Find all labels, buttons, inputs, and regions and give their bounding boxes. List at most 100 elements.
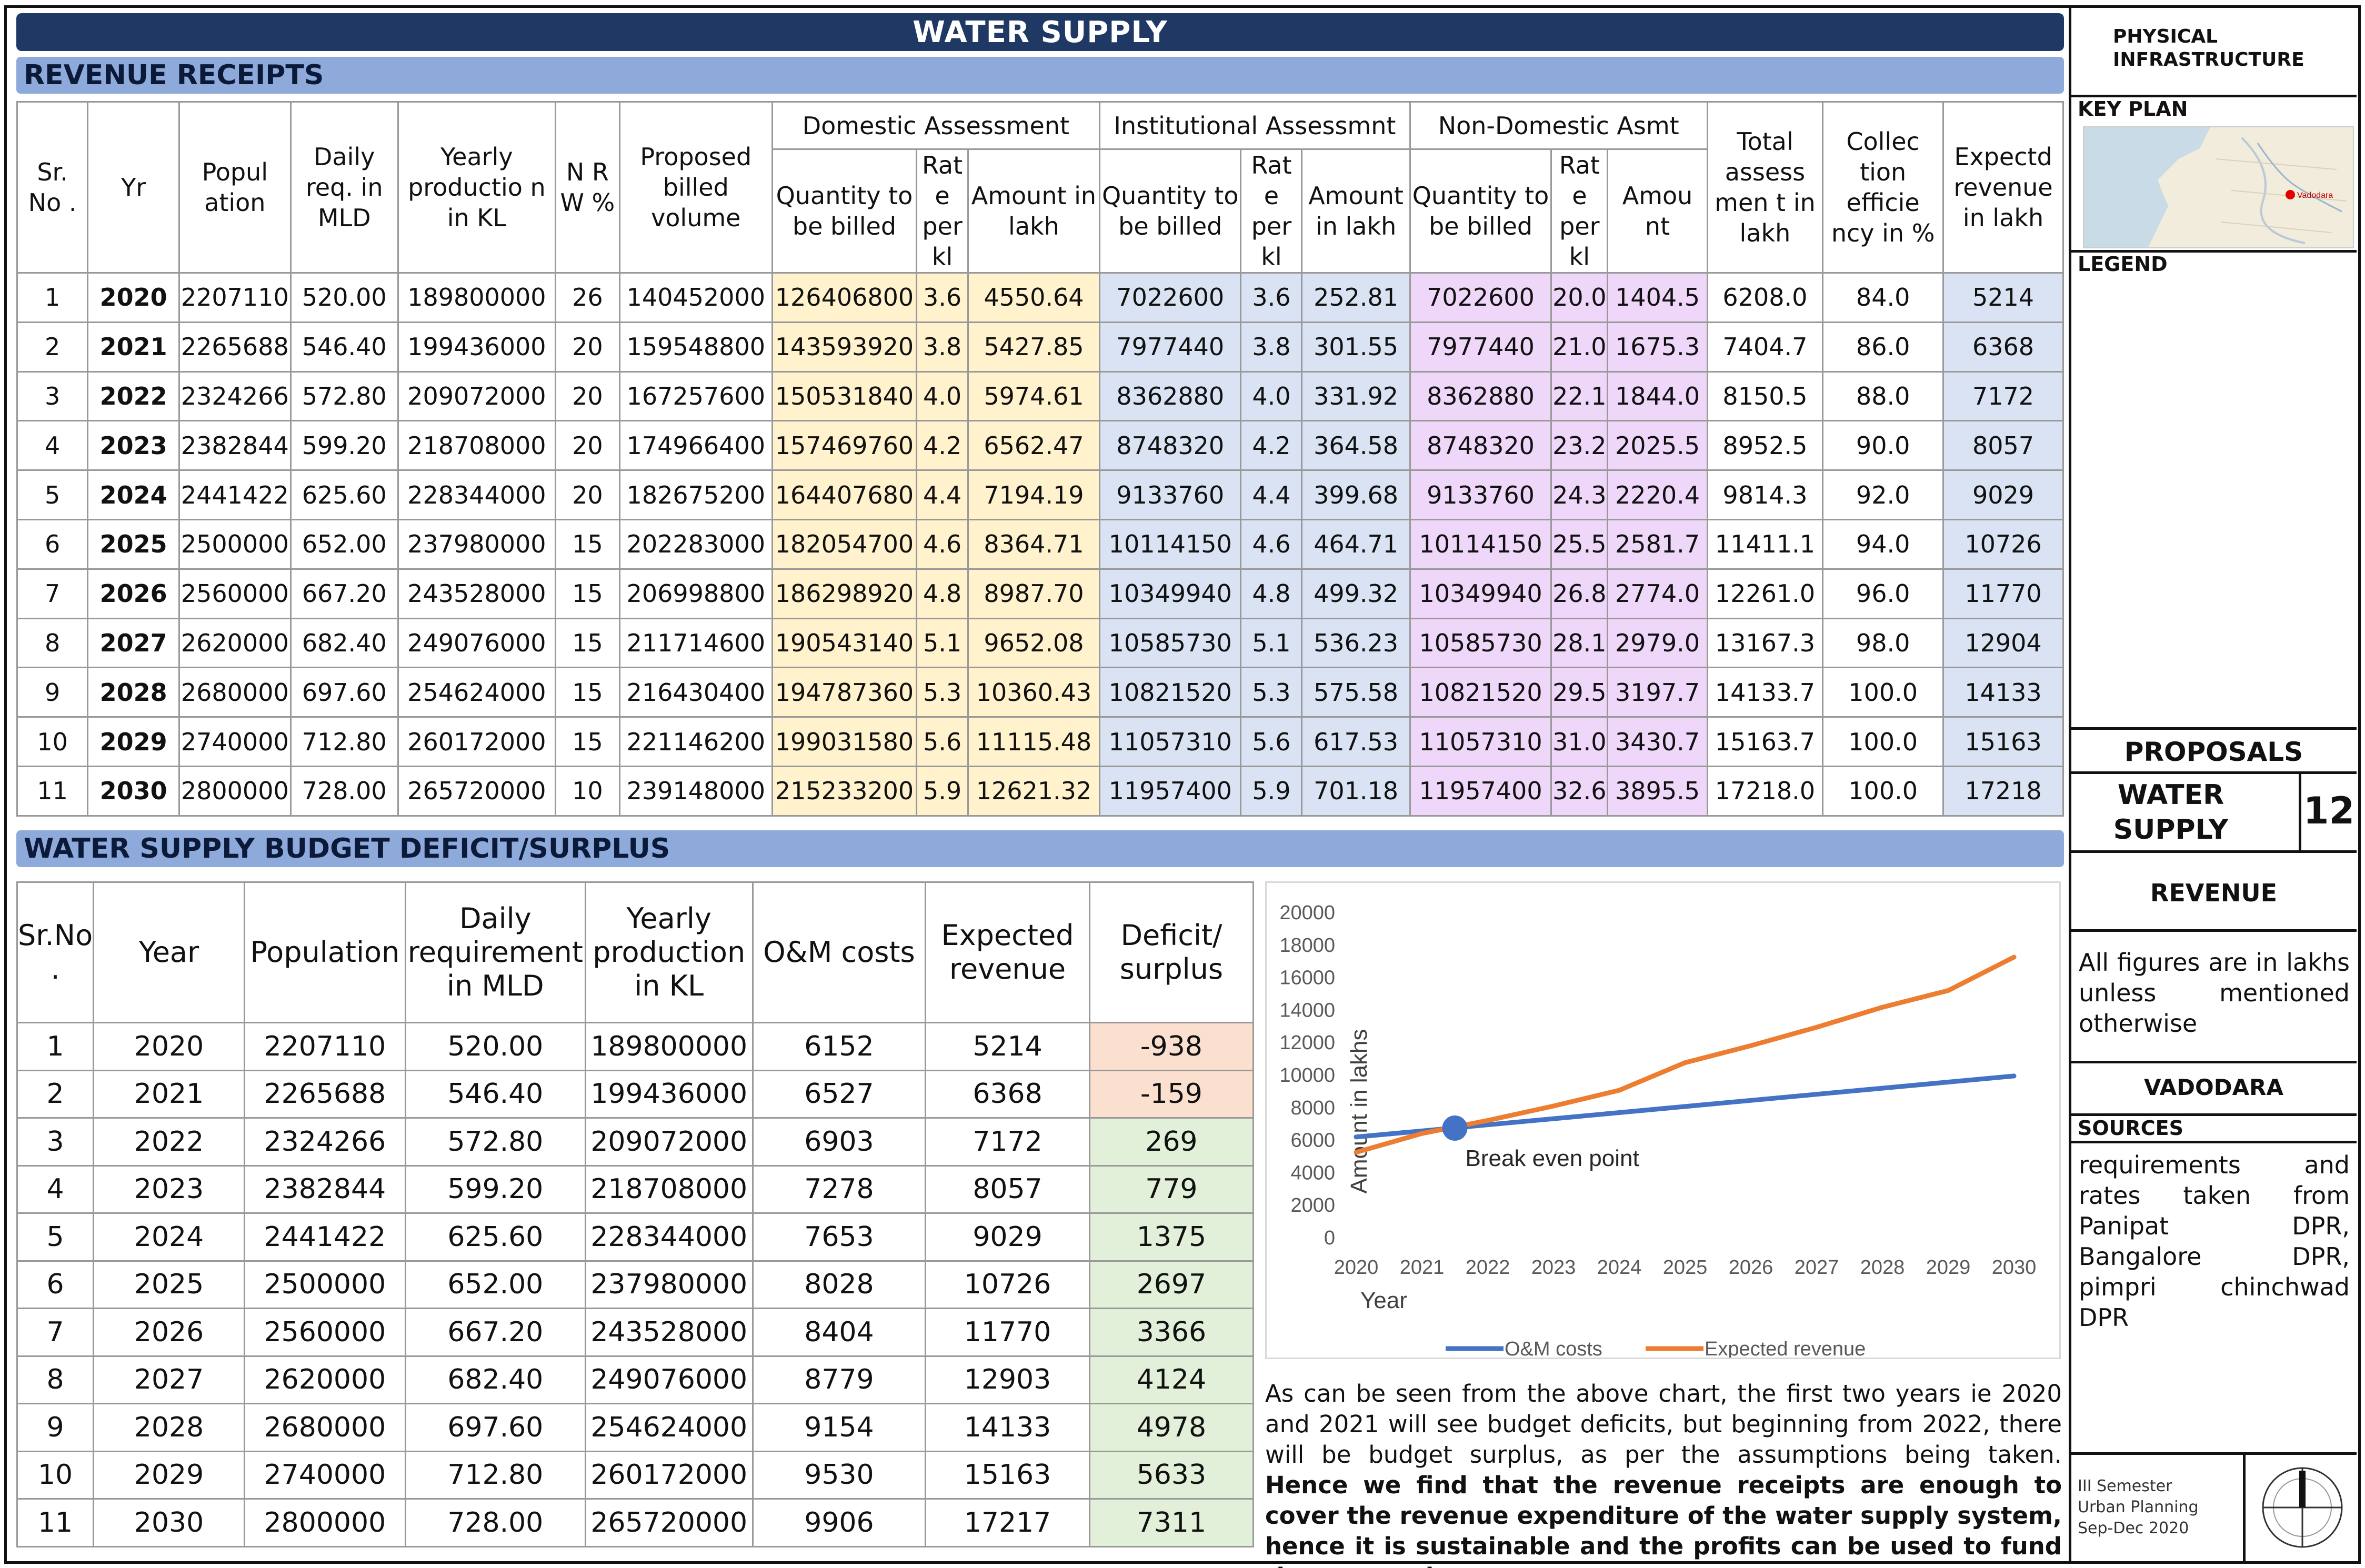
table-row: 4 2023 2382844 599.20 218708000 20 174966400 15…: [16, 420, 2064, 471]
table-cell: 15: [554, 568, 620, 619]
table-cell: 20: [554, 469, 620, 520]
table-cell: 3.6: [1240, 272, 1303, 323]
table-cell: 2800000: [178, 765, 292, 817]
table-cell: 2023: [93, 1164, 245, 1214]
table-cell: 10349940: [1099, 568, 1242, 619]
table-cell: 6368: [1942, 321, 2064, 373]
table-cell: 5.1: [1240, 617, 1303, 669]
table-cell: 10585730: [1409, 617, 1552, 669]
table-cell: 1675.3: [1607, 321, 1708, 373]
table-cell: 1: [16, 272, 89, 323]
table-cell: 265720000: [584, 1498, 754, 1547]
table-cell: 2024: [93, 1212, 245, 1262]
table-cell: 6527: [751, 1069, 927, 1119]
budget-table: Sr.No . Year Population Daily requiremen…: [16, 881, 1255, 1547]
map-image: Vadodara: [2084, 127, 2353, 247]
table-cell: 228344000: [397, 469, 556, 520]
col-dom-rate: Rat e per kl: [916, 148, 969, 274]
drawing-sheet: [4, 5, 2361, 1564]
table-cell: 2680000: [243, 1403, 406, 1452]
table-cell: 12621.32: [967, 765, 1101, 817]
table-cell: 301.55: [1301, 321, 1411, 373]
col-nrw: N R W %: [554, 101, 620, 274]
table-cell: 2020: [93, 1022, 245, 1071]
table-cell: 4124: [1088, 1355, 1255, 1404]
table-cell: 2027: [87, 617, 181, 669]
divider: [2243, 1452, 2246, 1564]
table-cell: 2441422: [178, 469, 292, 520]
table-row: 6 2025 2500000 652.00 237980000 8028 10726 2697: [16, 1260, 1255, 1309]
table-cell: 6903: [751, 1117, 927, 1167]
col-nd-rate: Rat e per kl: [1550, 148, 1609, 274]
x-tick-label: 2024: [1597, 1257, 1642, 1279]
city-label: VADODARA: [2144, 1074, 2283, 1100]
table-cell: 2441422: [243, 1212, 406, 1262]
table-cell: 2324266: [178, 370, 292, 422]
table-cell: 12903: [925, 1355, 1090, 1404]
table-cell: 8364.71: [967, 518, 1101, 570]
table-cell: 20: [554, 370, 620, 422]
table-cell: 364.58: [1301, 420, 1411, 471]
table-cell: 779: [1088, 1164, 1255, 1214]
divider: [2071, 250, 2357, 253]
table-cell: 9906: [751, 1498, 927, 1547]
table-cell: 7: [16, 568, 89, 619]
table-cell: 218708000: [397, 420, 556, 471]
table-cell: 254624000: [397, 667, 556, 718]
table-cell: 625.60: [404, 1212, 586, 1262]
y-tick-label: 16000: [1279, 967, 1335, 989]
table-row: 11 2030 2800000 728.00 265720000 10 239148000 2…: [16, 765, 2064, 817]
table-cell: 86.0: [1822, 321, 1945, 373]
table-cell: 546.40: [289, 321, 399, 373]
table-cell: 202283000: [618, 518, 773, 570]
table-cell: 2620000: [178, 617, 292, 669]
table-cell: 2740000: [178, 716, 292, 767]
table-cell: 4.4: [916, 469, 969, 520]
table-cell: 2023: [87, 420, 181, 471]
table-cell: 10: [554, 765, 620, 817]
table-cell: 2024: [87, 469, 181, 520]
table-cell: 209072000: [397, 370, 556, 422]
table-cell: 2620000: [243, 1355, 406, 1404]
table-cell: 8057: [925, 1164, 1090, 1214]
table-cell: 7653: [751, 1212, 927, 1262]
table-cell: 3895.5: [1607, 765, 1708, 817]
table-cell: 1: [16, 1022, 95, 1071]
table-cell: 3: [16, 370, 89, 422]
course-text: Urban Planning: [2078, 1498, 2199, 1516]
table-cell: 399.68: [1301, 469, 1411, 520]
table-cell: 572.80: [404, 1117, 586, 1167]
table-cell: 7022600: [1099, 272, 1242, 323]
x-tick-label: 2029: [1926, 1257, 1971, 1279]
table-cell: 90.0: [1822, 420, 1945, 471]
table-cell: 164407680: [771, 469, 918, 520]
table-cell: 126406800: [771, 272, 918, 323]
table-cell: 12904: [1942, 617, 2064, 669]
table-cell: 206998800: [618, 568, 773, 619]
table-cell: 9530: [751, 1450, 927, 1500]
divider: [2071, 1141, 2357, 1143]
table-cell: 2030: [87, 765, 181, 817]
table-cell: 22.1: [1550, 370, 1609, 422]
table-cell: 2021: [87, 321, 181, 373]
table-cell: 209072000: [584, 1117, 754, 1167]
col-deficit-surplus: Deficit/ surplus: [1088, 881, 1255, 1023]
table-cell: 8952.5: [1706, 420, 1824, 471]
table-cell: 189800000: [397, 272, 556, 323]
table-cell: 17218: [1942, 765, 2064, 817]
legend-label: LEGEND: [2078, 253, 2168, 276]
table-cell: 28.1: [1550, 617, 1609, 669]
table-cell: 98.0: [1822, 617, 1945, 669]
table-cell: 4550.64: [967, 272, 1101, 323]
table-cell: 5427.85: [967, 321, 1101, 373]
table-cell: 2382844: [178, 420, 292, 471]
y-tick-label: 12000: [1279, 1032, 1335, 1054]
chart-canvas: 0 2000 4000 6000 8000 10000 12000 14000 16000 180…: [1279, 902, 2036, 1360]
table-cell: 228344000: [584, 1212, 754, 1262]
table-cell: 520.00: [289, 272, 399, 323]
table-cell: 100.0: [1822, 667, 1945, 718]
y-tick-label: 0: [1324, 1227, 1335, 1249]
break-even-label: Break even point: [1466, 1145, 1639, 1171]
table-cell: 11957400: [1099, 765, 1242, 817]
col-nd-amount: Amou nt: [1607, 148, 1708, 274]
